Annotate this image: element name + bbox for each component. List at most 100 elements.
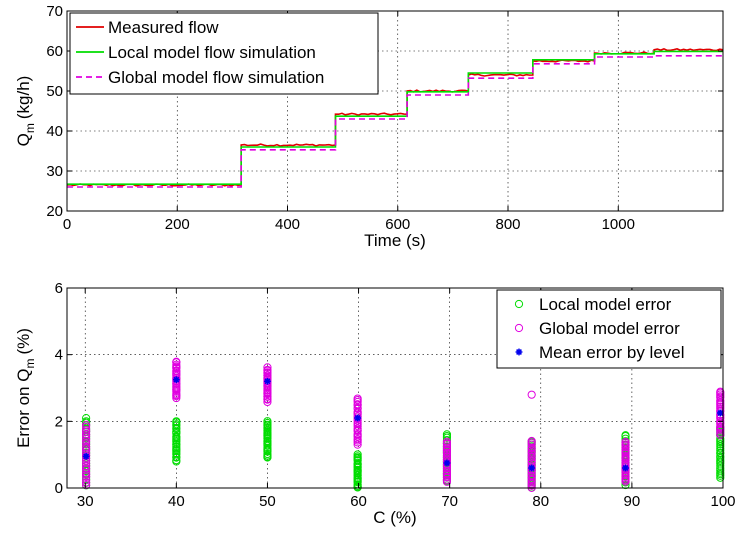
global-error-point <box>442 472 452 481</box>
error-chart-y-tick-label: 4 <box>55 347 63 364</box>
global-error-point <box>527 443 536 452</box>
global-error-point <box>621 471 630 480</box>
global-error-point <box>82 478 91 487</box>
global-error-point <box>621 437 630 447</box>
flow-chart-x-tick-label: 600 <box>385 216 410 233</box>
error-legend-label: Global model error <box>539 319 680 338</box>
global-error-point <box>353 440 362 449</box>
error-chart-y-tick-label: 6 <box>55 280 63 297</box>
global-error-point <box>527 440 536 449</box>
global-error-point <box>263 365 272 375</box>
error-chart-y-tick-label: 2 <box>55 413 63 430</box>
flow-legend-box <box>69 12 379 95</box>
error-chart-x-tick-label: 50 <box>259 493 276 510</box>
local-error-point <box>263 449 272 459</box>
global-error-point <box>353 400 362 409</box>
mean-error-point <box>354 414 362 422</box>
global-error-point <box>527 471 536 480</box>
global-error-point <box>263 397 272 407</box>
local-error-point <box>263 417 272 426</box>
flow-chart-x-tick-label: 800 <box>495 216 520 233</box>
local-error-point <box>716 452 725 461</box>
error-chart-x-tick-label: 90 <box>624 493 641 510</box>
global-error-point <box>263 392 272 401</box>
error-legend-label: Local model error <box>539 295 672 314</box>
global-error-point <box>527 475 536 484</box>
global-error-point <box>442 442 452 451</box>
global-error-point <box>82 436 91 446</box>
global-error-point <box>353 435 362 444</box>
flow-chart: 0 200 400 600 800 1000 20 30 40 50 60 70 Time (s) Q… <box>14 3 724 250</box>
global-error-point <box>716 422 725 431</box>
error-chart-y-tick-label: 0 <box>55 480 63 497</box>
global-error-point <box>527 436 536 446</box>
local-error-point <box>716 464 725 473</box>
error-legend-swatch <box>514 323 524 333</box>
global-error-point <box>353 429 362 439</box>
flow-chart-x-tick-label: 400 <box>275 216 300 233</box>
global-error-point <box>716 387 725 396</box>
global-error-point <box>527 456 536 465</box>
global-error-point <box>442 437 452 446</box>
global-error-point <box>442 469 452 478</box>
global-error-point <box>82 461 91 471</box>
flow-chart-y-label-subscript: m <box>23 123 37 133</box>
mean-error-point <box>172 376 180 384</box>
error-chart-x-tick-label: 100 <box>710 493 735 510</box>
local-error-point <box>716 446 725 455</box>
flow-chart-y-tick-label: 70 <box>46 3 63 20</box>
error-chart-x-tick-label: 30 <box>77 493 94 510</box>
mean-error-point <box>443 459 451 467</box>
flow-chart-y-tick-label: 20 <box>46 203 63 220</box>
error-legend-box <box>496 289 722 369</box>
global-error-point <box>716 416 725 425</box>
error-chart-y-label-subscript: m <box>23 359 37 369</box>
error-chart-x-tick-label: 60 <box>350 493 367 510</box>
flow-chart-y-tick-label: 40 <box>46 123 63 140</box>
flow-chart-y-tick-label: 60 <box>46 43 63 60</box>
global-error-point <box>527 448 536 457</box>
global-error-point <box>82 420 91 430</box>
mean-error-point <box>528 464 536 472</box>
error-chart-x-tick-label: 70 <box>441 493 458 510</box>
global-error-point <box>716 428 725 438</box>
global-error-point <box>82 480 91 490</box>
flow-chart-ticks: 0 200 400 600 800 1000 20 30 40 50 60 70 <box>46 3 723 233</box>
flow-legend-label: Measured flow <box>108 18 219 37</box>
flow-chart-y-tick-label: 30 <box>46 163 63 180</box>
global-error-point <box>263 394 272 404</box>
local-error-point <box>716 461 725 470</box>
error-chart-y-label-main: Error on Q <box>14 369 33 448</box>
error-legend-label: Mean error by level <box>539 343 685 362</box>
error-chart-x-tick-label: 80 <box>532 493 549 510</box>
mean-error-point <box>716 409 724 417</box>
mean-error-point <box>264 377 271 385</box>
global-error-point <box>353 394 362 403</box>
global-error-point <box>172 360 181 369</box>
error-chart-ticks: 30 40 50 60 70 80 90 100 0 2 4 6 <box>55 280 736 510</box>
global-error-point <box>172 366 181 375</box>
error-chart-y-label-unit: (%) <box>14 328 33 354</box>
flow-chart-x-tick-label: 0 <box>63 216 71 233</box>
flow-chart-legend: Measured flow Local model flow simulation… <box>69 12 379 95</box>
global-error-point <box>82 442 91 451</box>
flow-series-3-line <box>67 55 723 188</box>
flow-chart-y-label-main: Q <box>14 133 33 146</box>
error-chart-x-tick-label: 40 <box>168 493 185 510</box>
error-legend-swatch <box>514 299 524 309</box>
flow-chart-series <box>66 47 724 188</box>
global-error-point <box>82 422 91 432</box>
flow-chart-x-axis-label: Time (s) <box>364 231 426 250</box>
local-error-point <box>716 440 725 449</box>
mean-error-point <box>622 464 629 472</box>
flow-chart-x-tick-label: 200 <box>165 216 190 233</box>
local-error-point <box>716 448 725 457</box>
global-error-point <box>353 403 362 413</box>
local-error-point <box>621 480 630 490</box>
local-error-point <box>172 417 181 426</box>
global-error-point <box>527 452 536 461</box>
error-chart-y-axis-label: Error on Qm (%) <box>14 328 37 448</box>
local-error-point <box>353 450 362 459</box>
global-error-point <box>353 424 362 433</box>
